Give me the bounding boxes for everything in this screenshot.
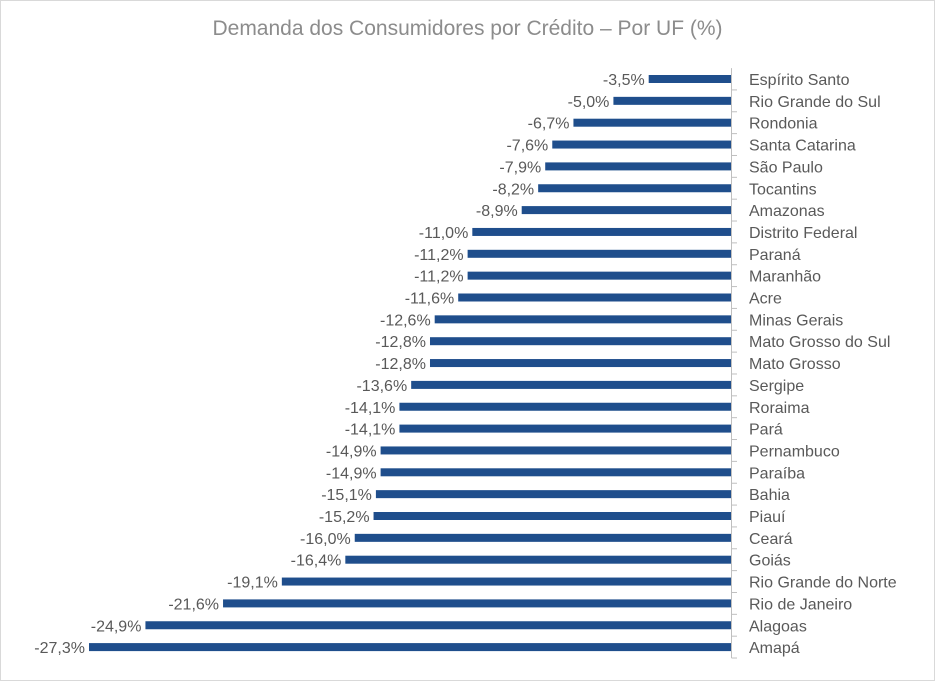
category-label: Paraíba xyxy=(749,465,805,482)
bar xyxy=(467,271,731,280)
bar xyxy=(399,424,731,433)
bar xyxy=(429,359,731,368)
category-label: Sergipe xyxy=(749,378,804,395)
bar xyxy=(281,577,731,586)
data-label: -7,9% xyxy=(499,159,541,176)
bar xyxy=(458,293,731,302)
bar xyxy=(373,512,731,520)
data-label: -16,0% xyxy=(300,531,351,548)
category-label: Goiás xyxy=(749,553,791,570)
data-label: -16,4% xyxy=(291,553,342,570)
data-label: -14,1% xyxy=(345,422,396,439)
category-label: Minas Gerais xyxy=(749,312,843,329)
category-label: Paraná xyxy=(749,247,801,264)
data-label: -8,2% xyxy=(492,181,534,198)
data-label: -19,1% xyxy=(227,575,278,592)
bar xyxy=(552,140,731,149)
category-label: Alagoas xyxy=(749,618,807,635)
bar xyxy=(375,490,731,499)
bar xyxy=(411,380,731,389)
data-label: -11,2% xyxy=(414,269,464,286)
data-label: -15,1% xyxy=(321,487,372,504)
category-label: Rio Grande do Sul xyxy=(749,94,881,111)
bar xyxy=(429,337,731,346)
bar xyxy=(472,227,731,236)
bar xyxy=(145,621,731,630)
category-label: Maranhão xyxy=(749,269,821,286)
category-label: Santa Catarina xyxy=(749,138,856,155)
category-label: Rondonia xyxy=(749,116,818,133)
data-label: -15,2% xyxy=(319,509,370,526)
data-label: -11,2% xyxy=(414,247,464,264)
data-label: -14,9% xyxy=(326,443,377,460)
category-label: Mato Grosso xyxy=(749,356,841,373)
bar xyxy=(538,184,731,193)
bar xyxy=(354,533,731,542)
bar xyxy=(380,468,731,477)
data-label: -3,5% xyxy=(603,72,645,89)
data-label: -12,6% xyxy=(380,312,431,329)
data-label: -6,7% xyxy=(528,116,570,133)
category-label: Espírito Santo xyxy=(749,72,850,89)
category-label: Distrito Federal xyxy=(749,225,857,242)
category-label: Ceará xyxy=(749,531,793,548)
data-label: -14,1% xyxy=(345,400,396,417)
bar xyxy=(89,643,731,652)
category-label: Piauí xyxy=(749,509,786,526)
category-label: São Paulo xyxy=(749,159,823,176)
data-label: -14,9% xyxy=(326,465,377,482)
category-label: Rio de Janeiro xyxy=(749,596,852,613)
data-label: -12,8% xyxy=(375,356,426,373)
category-label: Amazonas xyxy=(749,203,825,220)
bar xyxy=(399,402,731,411)
category-label: Tocantins xyxy=(749,181,817,198)
category-label: Pará xyxy=(749,422,783,439)
data-label: -27,3% xyxy=(34,640,85,657)
category-label: Pernambuco xyxy=(749,443,840,460)
bar xyxy=(521,206,731,215)
category-label: Rio Grande do Norte xyxy=(749,575,897,592)
category-label: Bahia xyxy=(749,487,790,504)
bar xyxy=(613,96,731,105)
data-label: -5,0% xyxy=(568,94,610,111)
data-label: -11,0% xyxy=(419,225,469,242)
category-label: Acre xyxy=(749,291,782,308)
bar xyxy=(573,118,731,127)
bar xyxy=(467,249,731,258)
data-label: -21,6% xyxy=(168,596,219,613)
data-label: -13,6% xyxy=(356,378,407,395)
category-label: Amapá xyxy=(749,640,800,657)
category-label: Mato Grosso do Sul xyxy=(749,334,890,351)
data-label: -24,9% xyxy=(91,618,142,635)
bar xyxy=(545,162,731,171)
data-label: -8,9% xyxy=(476,203,518,220)
data-label: -12,8% xyxy=(375,334,426,351)
bar xyxy=(648,75,731,83)
bar xyxy=(345,555,731,564)
bar xyxy=(434,315,731,324)
data-label: -7,6% xyxy=(506,138,548,155)
data-label: -11,6% xyxy=(405,291,455,308)
category-label: Roraima xyxy=(749,400,810,417)
chart-title: Demanda dos Consumidores por Crédito – P… xyxy=(212,17,723,40)
bar xyxy=(223,599,732,608)
bar xyxy=(380,446,731,455)
